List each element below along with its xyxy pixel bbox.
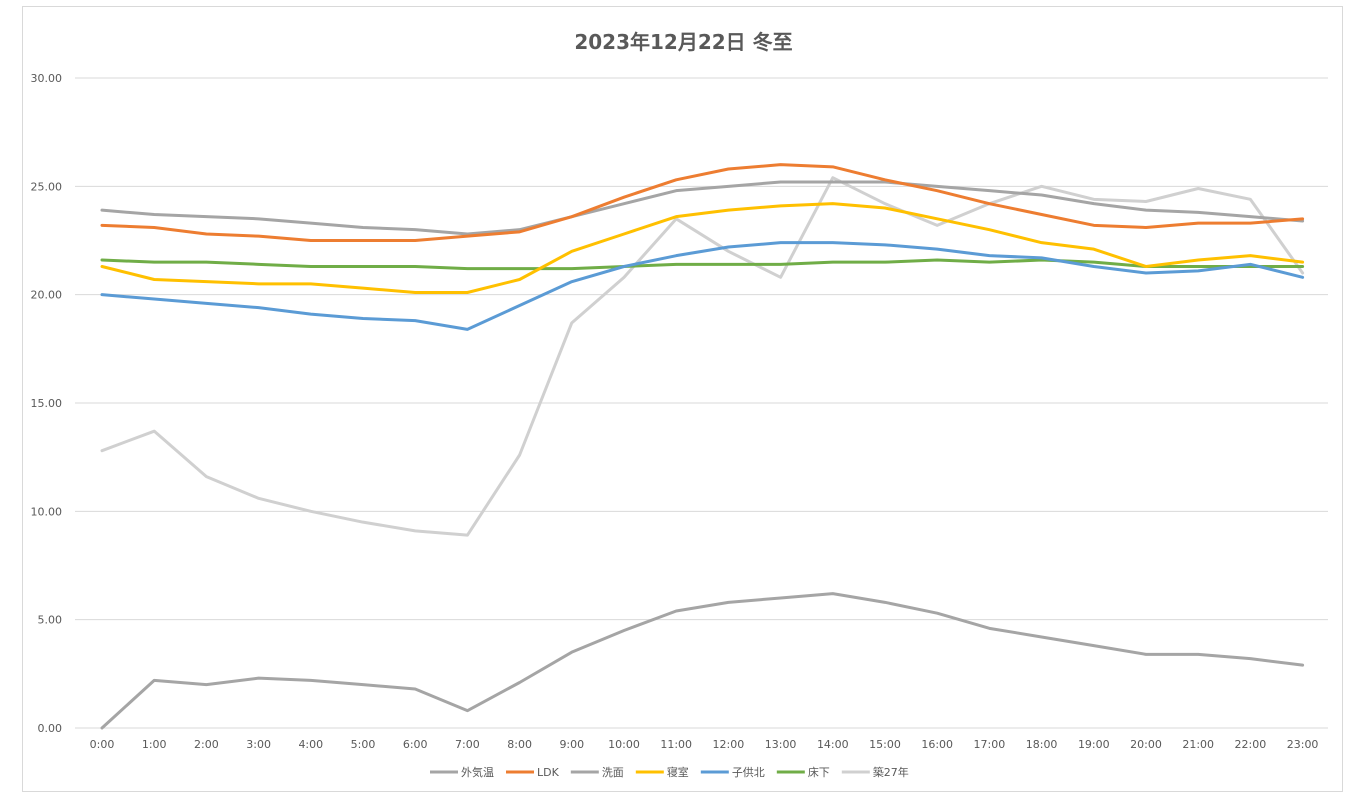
x-tick-label: 1:00	[142, 738, 167, 751]
x-tick-label: 13:00	[765, 738, 797, 751]
legend: 外気温 LDK 洗面 寝室 子供北 床下 築27年	[430, 765, 909, 779]
series-lines	[100, 163, 1305, 730]
x-tick-label: 23:00	[1287, 738, 1319, 751]
series-line-4	[100, 241, 1305, 331]
y-tick-label: 15.00	[31, 397, 63, 410]
x-tick-label: 22:00	[1235, 738, 1267, 751]
x-tick-label: 16:00	[921, 738, 953, 751]
x-tick-label: 11:00	[660, 738, 692, 751]
x-tick-label: 3:00	[246, 738, 271, 751]
x-tick-label: 6:00	[403, 738, 428, 751]
legend-label: 外気温	[461, 765, 494, 779]
y-tick-label: 10.00	[31, 505, 63, 518]
x-tick-label: 9:00	[559, 738, 584, 751]
legend-label: 寝室	[667, 765, 689, 779]
legend-label: 床下	[808, 765, 830, 779]
x-axis-ticks: 0:00 1:00 2:00 3:00 4:00 5:00 6:00 7:00 8:00 9:00…	[90, 738, 1319, 751]
x-tick-label: 20:00	[1130, 738, 1162, 751]
y-tick-label: 20.00	[31, 289, 63, 302]
series-line-1	[100, 163, 1305, 242]
series-line-6	[100, 176, 1305, 537]
x-tick-label: 19:00	[1078, 738, 1110, 751]
y-tick-label: 0.00	[38, 722, 63, 735]
legend-label: 子供北	[732, 765, 765, 779]
y-tick-label: 5.00	[38, 614, 63, 627]
x-tick-label: 10:00	[608, 738, 640, 751]
series-line-0	[100, 592, 1305, 730]
series-line-3	[100, 202, 1305, 294]
x-tick-label: 17:00	[974, 738, 1006, 751]
legend-label: 洗面	[602, 766, 624, 779]
x-tick-label: 21:00	[1182, 738, 1214, 751]
x-tick-label: 18:00	[1026, 738, 1058, 751]
y-axis-ticks: 0.00 5.00 10.00 15.00 20.00 25.00 30.00	[31, 72, 63, 735]
x-tick-label: 15:00	[869, 738, 901, 751]
x-tick-label: 12:00	[713, 738, 745, 751]
x-tick-label: 4:00	[298, 738, 323, 751]
gridlines	[75, 77, 1328, 729]
x-tick-label: 0:00	[90, 738, 115, 751]
y-tick-label: 25.00	[31, 180, 63, 193]
x-tick-label: 8:00	[507, 738, 532, 751]
chart-title: 2023年12月22日 冬至	[574, 30, 793, 54]
x-tick-label: 14:00	[817, 738, 849, 751]
series-line-5	[100, 258, 1305, 271]
chart-area	[22, 6, 1343, 792]
x-tick-label: 5:00	[351, 738, 376, 751]
x-tick-label: 2:00	[194, 738, 219, 751]
legend-label: 築27年	[873, 765, 909, 779]
x-tick-label: 7:00	[455, 738, 480, 751]
series-line-2	[100, 180, 1305, 236]
legend-label: LDK	[537, 766, 560, 779]
y-tick-label: 30.00	[31, 72, 63, 85]
